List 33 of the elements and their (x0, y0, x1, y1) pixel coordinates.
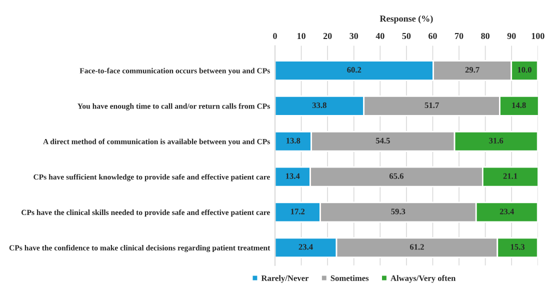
data-label: 14.8 (512, 102, 526, 108)
data-label: 33.8 (312, 102, 326, 108)
x-tick-label: 80 (481, 32, 490, 40)
legend-label: Sometimes (330, 275, 369, 281)
x-tick-label: 30 (350, 32, 358, 40)
legend-label: Rarely/Never (261, 275, 309, 283)
data-label: 17.2 (290, 208, 305, 214)
data-label: 10.0 (518, 67, 532, 73)
legend-label: Always/Very often (390, 275, 456, 283)
x-tick-label: 40 (376, 32, 384, 40)
x-tick-label: 70 (455, 32, 464, 40)
data-label: 13.8 (286, 138, 300, 144)
data-label: 21.1 (503, 173, 518, 179)
data-label: 29.7 (465, 67, 480, 73)
x-tick-label: 0 (273, 32, 277, 40)
x-tick-label: 50 (402, 32, 411, 40)
data-label: 13.4 (286, 173, 300, 179)
data-label: 65.6 (389, 173, 404, 179)
x-tick-label: 100 (532, 32, 544, 40)
data-label: 54.5 (376, 138, 390, 144)
data-label: 59.3 (391, 208, 406, 214)
data-label: 23.4 (500, 208, 514, 214)
x-tick-label: 90 (507, 32, 516, 40)
data-label: 60.2 (347, 67, 362, 73)
data-label: 61.2 (410, 244, 424, 250)
x-tick-label: 60 (428, 32, 437, 40)
data-label: 51.7 (424, 102, 439, 108)
data-label: 31.6 (489, 138, 504, 144)
data-label: 23.4 (298, 244, 313, 250)
x-tick-label: 10 (298, 32, 306, 40)
x-axis-title: Response (%) (380, 15, 433, 24)
x-tick-label: 20 (323, 32, 332, 40)
data-label: 15.3 (510, 244, 525, 250)
